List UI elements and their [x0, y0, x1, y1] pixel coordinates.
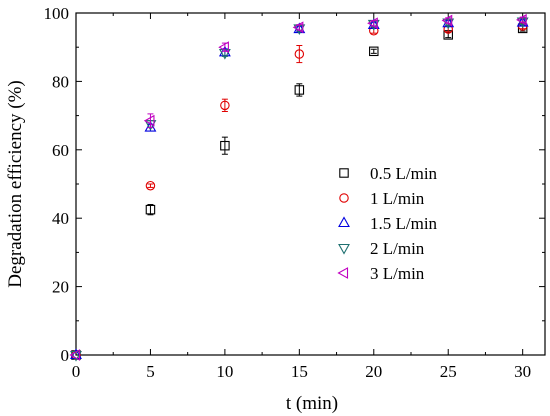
x-tick-label: 0: [72, 362, 81, 381]
legend-label: 2 L/min: [370, 239, 425, 258]
data-point: [293, 22, 306, 34]
x-tick-label: 20: [365, 362, 382, 381]
data-point: [294, 85, 305, 95]
data-point: [294, 49, 305, 59]
series-2: [70, 15, 529, 360]
y-tick-label: 100: [44, 4, 70, 23]
y-tick-label: 0: [61, 346, 70, 365]
data-point: [516, 13, 527, 26]
data-point: [441, 14, 453, 27]
data-point: [292, 21, 304, 34]
y-tick-label: 20: [52, 278, 69, 297]
x-tick-label: 15: [291, 362, 308, 381]
legend-label: 1.5 L/min: [370, 214, 438, 233]
legend-marker: [339, 193, 349, 203]
legend-marker: [337, 267, 349, 279]
data-point: [144, 120, 157, 132]
data-point: [220, 100, 230, 111]
y-tick-label: 60: [52, 141, 69, 160]
data-point: [145, 180, 156, 191]
data-point: [220, 140, 230, 151]
y-tick-label: 40: [52, 209, 69, 228]
data-point: [143, 114, 155, 127]
data-point: [71, 350, 81, 360]
data-point: [369, 46, 379, 57]
legend-label: 3 L/min: [370, 264, 425, 283]
legend: 0.5 L/min 1 L/min 1.5 L/min 2 L/min 3 L/min: [337, 164, 438, 283]
x-tick-label: 5: [146, 362, 155, 381]
legend-label: 0.5 L/min: [370, 164, 438, 183]
y-axis-title: Degradation efficiency (%): [5, 80, 26, 288]
y-tick-label: 80: [52, 72, 69, 91]
x-axis-title: t (min): [286, 393, 338, 414]
series-0: [71, 23, 528, 360]
x-tick-label: 30: [514, 362, 531, 381]
data-point: [218, 41, 229, 54]
data-series: [69, 13, 529, 362]
series-1: [71, 21, 528, 360]
series-3: [70, 17, 529, 362]
legend-marker: [339, 168, 349, 178]
data-point: [367, 17, 378, 30]
data-point: [145, 204, 156, 215]
series-4: [69, 13, 527, 361]
legend-marker: [338, 216, 350, 228]
data-point: [69, 349, 81, 361]
legend-marker: [338, 243, 350, 255]
x-tick-label: 25: [440, 362, 457, 381]
axis-ticks: 0 5 10 15 20 25 30 0 20 40 60 80 100: [44, 4, 545, 381]
legend-label: 1 L/min: [370, 189, 425, 208]
x-tick-label: 10: [216, 362, 233, 381]
